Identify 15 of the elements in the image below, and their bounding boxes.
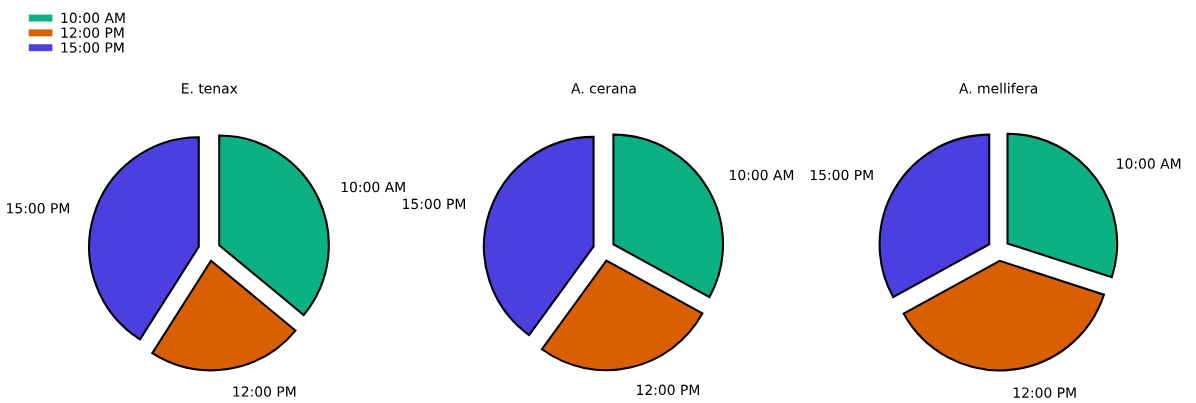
legend-label: 12:00 PM bbox=[61, 27, 124, 38]
slice-label: 12:00 PM bbox=[233, 386, 296, 397]
slice-label: 15:00 PM bbox=[810, 169, 873, 181]
slice-label: 10:00 AM bbox=[1117, 158, 1181, 169]
slice-label: 12:00 PM bbox=[637, 384, 699, 396]
slice-label: 10:00 AM bbox=[730, 169, 794, 181]
text: E. tenax bbox=[182, 83, 238, 94]
chart-title: A. mellifera bbox=[959, 82, 1038, 94]
slice-label: 10:00 AM bbox=[341, 181, 405, 193]
legend-label: 10:00 AM bbox=[61, 12, 125, 24]
legend-label: 15:00 PM bbox=[61, 42, 124, 53]
slice-label: 12:00 PM bbox=[1013, 387, 1076, 398]
chart-title: A. cerana bbox=[571, 83, 636, 94]
slice-label: 15:00 PM bbox=[7, 203, 69, 214]
slice-label: 15:00 PM bbox=[403, 198, 466, 210]
